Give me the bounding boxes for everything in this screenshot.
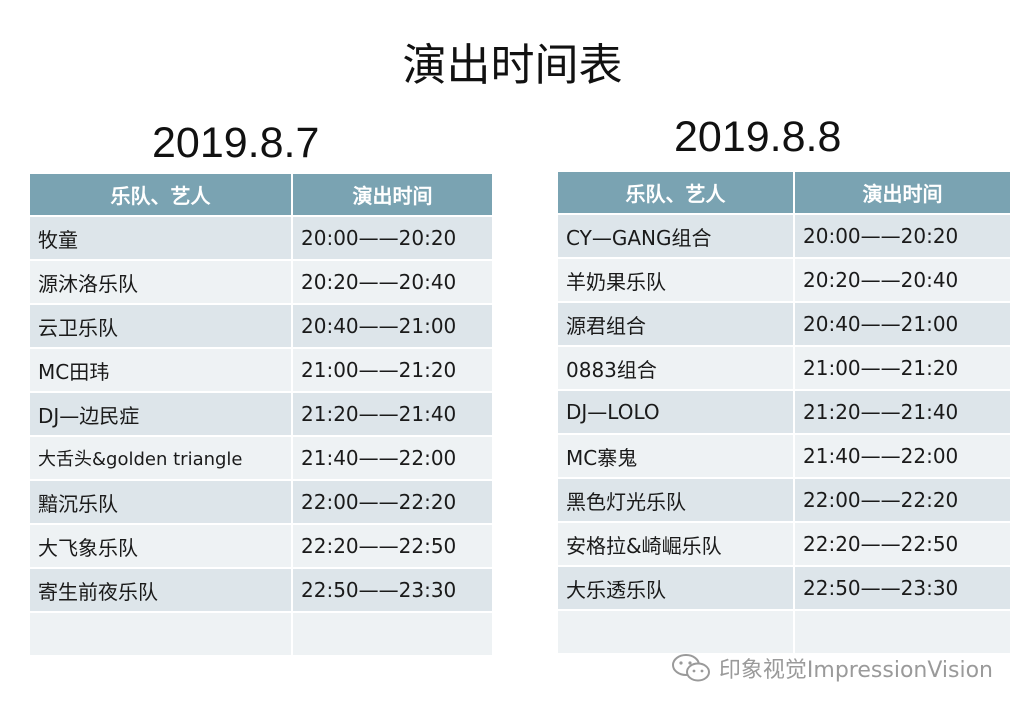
band-cell: 大乐透乐队	[558, 565, 795, 610]
table-row: 源沐洛乐队 20:20——20:40	[30, 259, 492, 304]
table-row: MC寨鬼 21:40——22:00	[558, 433, 1010, 478]
time-cell: 21:40——22:00	[794, 433, 1010, 478]
table-row: CY—GANG组合 20:00——20:20	[558, 213, 1010, 258]
time-cell: 21:00——21:20	[794, 345, 1010, 390]
band-cell: DJ—LOLO	[558, 389, 795, 434]
band-cell: 安格拉&崎崛乐队	[558, 521, 795, 566]
table-row-empty	[30, 611, 492, 655]
table-row: 0883组合 21:00——21:20	[558, 345, 1010, 390]
time-cell: 22:50——23:30	[794, 565, 1010, 610]
header-band: 乐队、艺人	[558, 172, 795, 214]
time-cell: 22:00——22:20	[794, 477, 1010, 522]
band-cell: 大飞象乐队	[30, 523, 293, 568]
table-row: 大舌头&golden triangle 21:40——22:00	[30, 435, 492, 480]
time-cell: 21:20——21:40	[794, 389, 1010, 434]
band-cell: 云卫乐队	[30, 303, 293, 348]
band-cell: 羊奶果乐队	[558, 257, 795, 302]
table-row: DJ—LOLO 21:20——21:40	[558, 389, 1010, 434]
time-cell: 22:20——22:50	[292, 523, 492, 568]
table-row: MC田玮 21:00——21:20	[30, 347, 492, 392]
time-cell: 22:20——22:50	[794, 521, 1010, 566]
day2-schedule-table: 乐队、艺人 演出时间 CY—GANG组合 20:00——20:20 羊奶果乐队 20…	[558, 172, 1010, 653]
day2-date: 2019.8.8	[674, 113, 842, 161]
band-cell: MC寨鬼	[558, 433, 795, 478]
time-cell: 20:20——20:40	[292, 259, 492, 304]
watermark-text: 印象视觉ImpressionVision	[718, 658, 993, 683]
table-row: 安格拉&崎崛乐队 22:20——22:50	[558, 521, 1010, 566]
time-cell: 21:00——21:20	[292, 347, 492, 392]
table-row: 黑色灯光乐队 22:00——22:20	[558, 477, 1010, 522]
band-cell: 大舌头&golden triangle	[30, 435, 293, 480]
time-cell: 21:20——21:40	[292, 391, 492, 436]
table-row: 寄生前夜乐队 22:50——23:30	[30, 567, 492, 612]
table-row: 源君组合 20:40——21:00	[558, 301, 1010, 346]
page-title: 演出时间表	[402, 40, 623, 91]
band-cell: 源君组合	[558, 301, 795, 346]
time-cell: 22:00——22:20	[292, 479, 492, 524]
band-cell: 0883组合	[558, 345, 795, 390]
band-cell: 牧童	[30, 215, 293, 260]
time-cell: 22:50——23:30	[292, 567, 492, 612]
time-cell	[292, 611, 492, 655]
band-cell: MC田玮	[30, 347, 293, 392]
time-cell: 20:00——20:20	[794, 213, 1010, 258]
day1-schedule-table: 乐队、艺人 演出时间 牧童 20:00——20:20 源沐洛乐队 20:20——20…	[30, 174, 492, 655]
header-time: 演出时间	[292, 174, 492, 216]
table-row: 大乐透乐队 22:50——23:30	[558, 565, 1010, 610]
band-cell	[558, 609, 795, 653]
day1-date: 2019.8.7	[152, 119, 320, 167]
table-row: 牧童 20:00——20:20	[30, 215, 492, 260]
band-cell: 黯沉乐队	[30, 479, 293, 524]
band-cell: 源沐洛乐队	[30, 259, 293, 304]
band-cell: 寄生前夜乐队	[30, 567, 293, 612]
time-cell: 21:40——22:00	[292, 435, 492, 480]
header-band: 乐队、艺人	[30, 174, 293, 216]
time-cell: 20:20——20:40	[794, 257, 1010, 302]
watermark: 印象视觉ImpressionVision	[671, 652, 993, 684]
table-row: 黯沉乐队 22:00——22:20	[30, 479, 492, 524]
time-cell	[794, 609, 1010, 653]
time-cell: 20:40——21:00	[292, 303, 492, 348]
table-row-empty	[558, 609, 1010, 653]
wechat-icon	[671, 654, 710, 682]
time-cell: 20:40——21:00	[794, 301, 1010, 346]
table-row: 大飞象乐队 22:20——22:50	[30, 523, 492, 568]
table-header-row: 乐队、艺人 演出时间	[30, 174, 492, 216]
table-row: DJ—边民症 21:20——21:40	[30, 391, 492, 436]
band-cell: 黑色灯光乐队	[558, 477, 795, 522]
table-row: 羊奶果乐队 20:20——20:40	[558, 257, 1010, 302]
time-cell: 20:00——20:20	[292, 215, 492, 260]
header-time: 演出时间	[794, 172, 1010, 214]
band-cell	[30, 611, 293, 655]
band-cell: CY—GANG组合	[558, 213, 795, 258]
band-cell: DJ—边民症	[30, 391, 293, 436]
table-header-row: 乐队、艺人 演出时间	[558, 172, 1010, 214]
table-row: 云卫乐队 20:40——21:00	[30, 303, 492, 348]
